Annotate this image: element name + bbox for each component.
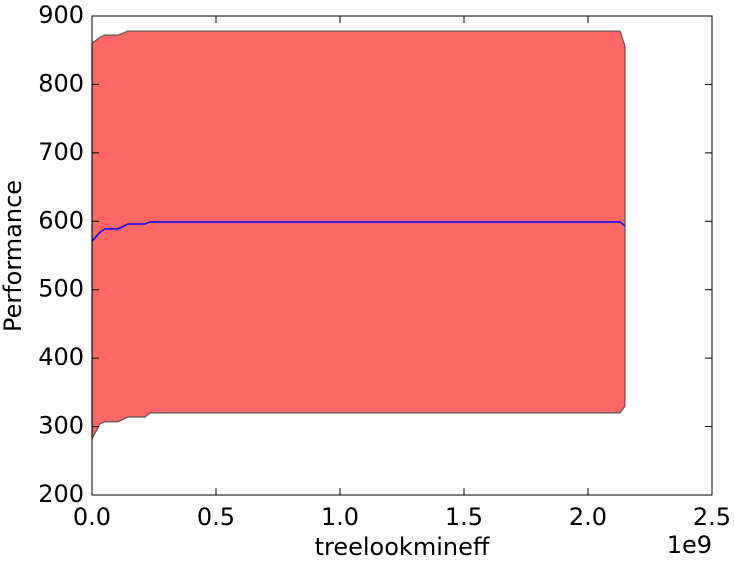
x-tick-label: 2.5 bbox=[693, 503, 731, 531]
y-tick-label: 700 bbox=[38, 138, 84, 166]
x-offset-label: 1e9 bbox=[667, 531, 712, 559]
x-tick-label: 0.5 bbox=[197, 503, 235, 531]
y-tick-label: 500 bbox=[38, 275, 84, 303]
plot-frame bbox=[91, 15, 713, 496]
y-tick-label: 400 bbox=[38, 343, 84, 371]
y-tick-label: 600 bbox=[38, 206, 84, 234]
y-tick-label: 300 bbox=[38, 412, 84, 440]
x-tick-label: 0.0 bbox=[73, 503, 111, 531]
band-area bbox=[91, 30, 626, 440]
x-tick-label: 1.0 bbox=[321, 503, 359, 531]
y-tick-label: 200 bbox=[38, 480, 84, 508]
x-axis-label: treelookmineff bbox=[315, 533, 490, 561]
y-tick-label: 800 bbox=[38, 69, 84, 97]
mean-line bbox=[91, 221, 626, 242]
x-tick-label: 2.0 bbox=[569, 503, 607, 531]
y-axis-label: Performance bbox=[0, 180, 27, 332]
y-tick-label: 900 bbox=[38, 1, 84, 29]
x-tick-label: 1.5 bbox=[445, 503, 483, 531]
